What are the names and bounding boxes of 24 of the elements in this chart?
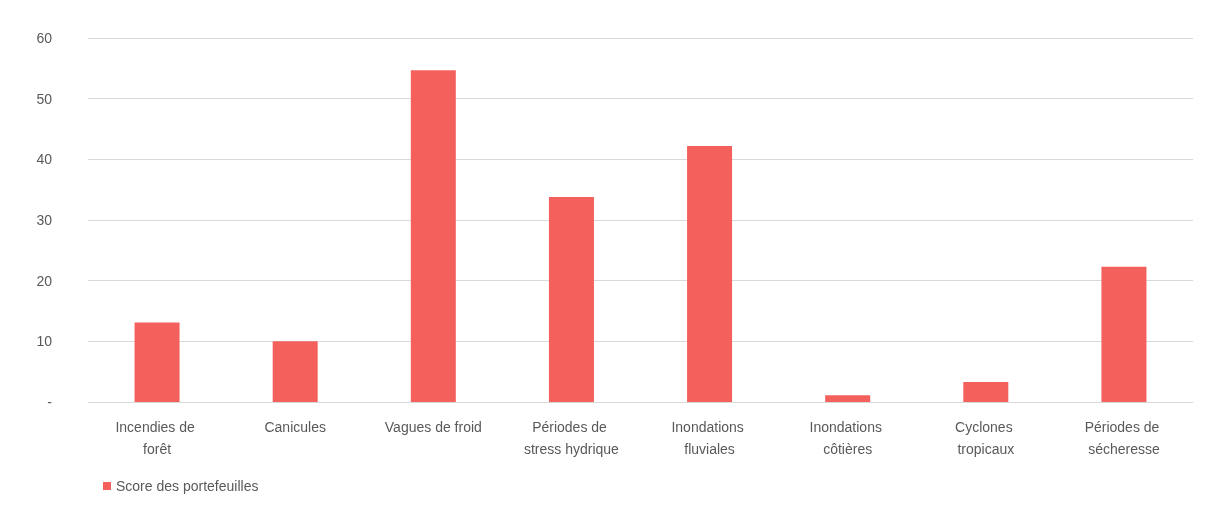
x-tick-label: Incendies de forêt	[115, 419, 199, 457]
y-tick-label: 60	[36, 30, 53, 46]
x-tick-label: Canicules	[264, 419, 326, 435]
x-tick-label: Inondations fluviales	[671, 419, 748, 457]
legend-label: Score des portefeuilles	[116, 478, 259, 494]
bar	[687, 145, 733, 402]
bar	[963, 381, 1009, 402]
bar	[410, 70, 456, 402]
y-tick-label: 20	[36, 272, 53, 289]
y-tick-label: 30	[36, 212, 53, 228]
x-tick-label: Vagues de froid	[384, 419, 482, 435]
x-tick-label: Cyclones tropicaux	[955, 419, 1017, 457]
bar	[134, 322, 180, 402]
x-tick-label: Périodes de stress hydrique	[523, 419, 620, 457]
bar	[272, 341, 318, 402]
bar	[825, 395, 871, 402]
y-tick-label: 40	[36, 151, 53, 168]
x-tick-label: Périodes de sécheresse	[1084, 419, 1164, 457]
x-tick-label: Inondations côtières	[809, 419, 886, 457]
y-tick-label: 50	[36, 90, 53, 107]
bar	[548, 196, 594, 402]
y-tick-label: 10	[36, 333, 53, 350]
y-tick-label: -	[47, 394, 53, 410]
bar	[1101, 266, 1147, 402]
